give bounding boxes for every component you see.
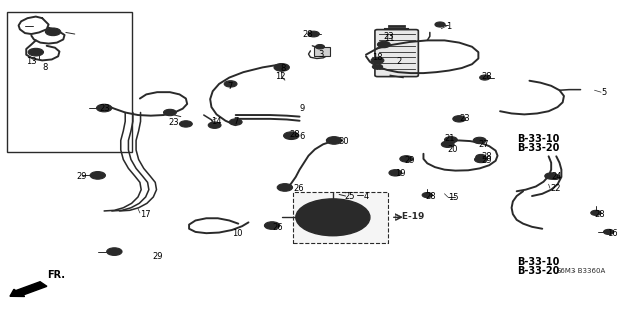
Bar (7, 12, 132, 152)
Circle shape (422, 193, 433, 197)
Text: 9: 9 (300, 104, 305, 113)
Circle shape (400, 156, 413, 162)
Circle shape (45, 28, 61, 36)
Circle shape (264, 222, 280, 229)
Text: 21: 21 (445, 134, 455, 143)
Text: FR.: FR. (47, 270, 65, 280)
FancyArrow shape (10, 282, 47, 296)
Text: 17: 17 (140, 210, 150, 219)
Text: 23: 23 (168, 117, 179, 127)
Circle shape (473, 137, 486, 144)
Circle shape (442, 141, 454, 147)
Text: B-33-20: B-33-20 (516, 266, 559, 276)
Text: 23: 23 (100, 104, 110, 113)
Circle shape (474, 156, 487, 163)
Text: 28: 28 (426, 191, 436, 201)
Text: 23: 23 (384, 32, 394, 41)
Text: 27: 27 (478, 140, 489, 149)
Text: 10: 10 (232, 229, 243, 238)
Circle shape (372, 64, 383, 69)
Text: 13: 13 (26, 57, 37, 66)
Text: 8: 8 (280, 63, 286, 72)
Circle shape (97, 104, 112, 112)
Circle shape (224, 81, 237, 87)
Text: 6: 6 (300, 132, 305, 141)
Text: 11: 11 (384, 34, 394, 43)
Circle shape (550, 174, 560, 180)
Circle shape (28, 48, 44, 56)
Circle shape (319, 210, 347, 224)
Text: 30: 30 (338, 137, 349, 145)
Text: 4: 4 (364, 191, 369, 201)
Circle shape (316, 45, 324, 49)
Text: 25: 25 (344, 192, 355, 202)
Circle shape (107, 248, 122, 256)
Text: 28: 28 (302, 31, 313, 40)
Text: 29: 29 (404, 156, 415, 165)
Text: 26: 26 (272, 223, 283, 232)
Circle shape (545, 173, 557, 179)
Text: 28: 28 (595, 210, 605, 219)
Text: 28: 28 (289, 130, 300, 139)
Text: 29: 29 (76, 172, 86, 181)
Circle shape (591, 210, 601, 215)
Text: 19: 19 (396, 169, 406, 178)
Text: 20: 20 (448, 145, 458, 154)
Text: B-33-20: B-33-20 (516, 143, 559, 153)
Text: 18: 18 (372, 53, 383, 62)
Bar (293, 192, 388, 243)
Circle shape (308, 31, 319, 37)
Text: 24: 24 (551, 173, 562, 182)
Text: B-33-10: B-33-10 (516, 134, 559, 144)
Circle shape (179, 121, 192, 127)
Circle shape (274, 63, 289, 71)
Circle shape (479, 75, 490, 80)
Text: 8: 8 (42, 63, 47, 72)
Circle shape (604, 229, 614, 234)
Circle shape (435, 22, 445, 27)
Circle shape (445, 137, 458, 143)
Circle shape (453, 116, 466, 122)
Circle shape (284, 132, 299, 139)
Text: 12: 12 (275, 72, 286, 81)
Circle shape (229, 119, 242, 125)
Circle shape (208, 122, 221, 128)
Circle shape (326, 137, 342, 144)
Text: 16: 16 (607, 229, 618, 238)
Circle shape (389, 170, 402, 176)
Text: S6M3: S6M3 (556, 268, 575, 274)
Text: 7: 7 (234, 117, 239, 126)
Circle shape (476, 154, 486, 160)
FancyBboxPatch shape (375, 30, 419, 77)
Circle shape (378, 41, 390, 48)
Circle shape (296, 199, 370, 236)
Text: 3: 3 (319, 50, 324, 59)
Text: 29: 29 (481, 156, 492, 165)
Text: - B3360A: - B3360A (573, 268, 605, 274)
Text: 29: 29 (153, 252, 163, 261)
Text: 22: 22 (550, 184, 561, 193)
Text: 2: 2 (397, 56, 402, 65)
Text: ▷E-19: ▷E-19 (396, 211, 425, 220)
Text: 5: 5 (601, 88, 606, 97)
Circle shape (277, 184, 292, 191)
Bar (314, 47, 330, 56)
Circle shape (164, 109, 176, 116)
Text: 23: 23 (460, 114, 470, 123)
Circle shape (90, 172, 106, 179)
Text: 26: 26 (293, 184, 304, 193)
Text: 14: 14 (211, 117, 222, 126)
Text: 28: 28 (481, 152, 492, 161)
Text: 1: 1 (447, 22, 452, 31)
Circle shape (371, 57, 384, 63)
Text: 7: 7 (227, 82, 233, 91)
Text: B-33-10: B-33-10 (516, 257, 559, 267)
Text: 15: 15 (448, 193, 458, 202)
Text: 28: 28 (481, 72, 492, 81)
